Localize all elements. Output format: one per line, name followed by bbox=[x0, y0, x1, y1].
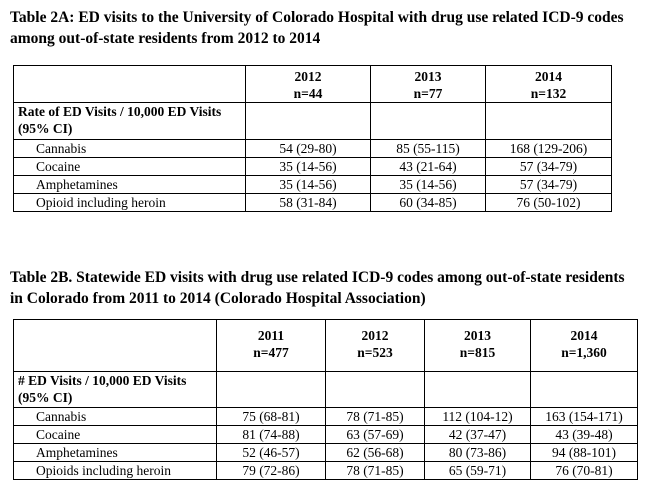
table-cell: 112 (104-12) bbox=[424, 407, 531, 426]
table-cell: 78 (71-85) bbox=[325, 407, 425, 426]
row-label: Opioid including heroin bbox=[13, 193, 246, 212]
empty-cell bbox=[325, 371, 425, 408]
table-cell: 58 (31-84) bbox=[245, 193, 371, 212]
table-cell: 76 (70-81) bbox=[530, 461, 638, 480]
table-cell: 43 (39-48) bbox=[530, 425, 638, 444]
table-cell: 57 (34-79) bbox=[485, 157, 612, 176]
row-label: Amphetamines bbox=[13, 175, 246, 194]
table-cell: 54 (29-80) bbox=[245, 139, 371, 158]
header-empty-cell bbox=[13, 319, 217, 372]
header-empty-cell bbox=[13, 65, 246, 103]
table-row: Amphetamines 35 (14-56) 35 (14-56) 57 (3… bbox=[13, 175, 612, 194]
table-cell: 163 (154-171) bbox=[530, 407, 638, 426]
empty-cell bbox=[485, 102, 612, 140]
table-row: Opioid including heroin 58 (31-84) 60 (3… bbox=[13, 193, 612, 212]
row-label: Cannabis bbox=[13, 139, 246, 158]
table-cell: 57 (34-79) bbox=[485, 175, 612, 194]
table-cell: 75 (68-81) bbox=[216, 407, 326, 426]
table-cell: 168 (129-206) bbox=[485, 139, 612, 158]
section-row: Rate of ED Visits / 10,000 ED Visits (95… bbox=[13, 102, 612, 140]
row-label: Opioids including heroin bbox=[13, 461, 217, 480]
column-header: 2011 n=477 bbox=[216, 319, 326, 372]
column-header: 2012 n=44 bbox=[245, 65, 371, 103]
table-2b: 2011 n=477 2012 n=523 2013 n=815 2014 n=1,36… bbox=[13, 319, 638, 480]
table-cell: 35 (14-56) bbox=[370, 175, 486, 194]
row-label: Cannabis bbox=[13, 407, 217, 426]
row-label: Cocaine bbox=[13, 157, 246, 176]
row-label: Cocaine bbox=[13, 425, 217, 444]
table-2a: 2012 n=44 2013 n=77 2014 n=132 Rate of ED V… bbox=[13, 65, 612, 212]
section-label: Rate of ED Visits / 10,000 ED Visits (95… bbox=[13, 102, 246, 140]
table-cell: 35 (14-56) bbox=[245, 157, 371, 176]
table-cell: 62 (56-68) bbox=[325, 443, 425, 462]
section-label: # ED Visits / 10,000 ED Visits (95% CI) bbox=[13, 371, 217, 408]
column-header: 2013 n=77 bbox=[370, 65, 486, 103]
table-cell: 81 (74-88) bbox=[216, 425, 326, 444]
column-header: 2013 n=815 bbox=[424, 319, 531, 372]
empty-cell bbox=[424, 371, 531, 408]
row-label: Amphetamines bbox=[13, 443, 217, 462]
table-cell: 65 (59-71) bbox=[424, 461, 531, 480]
table-header-row: 2011 n=477 2012 n=523 2013 n=815 2014 n=1,36… bbox=[13, 319, 638, 372]
table-cell: 85 (55-115) bbox=[370, 139, 486, 158]
table-row: Cannabis 75 (68-81) 78 (71-85) 112 (104-… bbox=[13, 407, 638, 426]
column-header: 2012 n=523 bbox=[325, 319, 425, 372]
empty-cell bbox=[370, 102, 486, 140]
column-header: 2014 n=1,360 bbox=[530, 319, 638, 372]
table-cell: 35 (14-56) bbox=[245, 175, 371, 194]
section-row: # ED Visits / 10,000 ED Visits (95% CI) bbox=[13, 371, 638, 408]
table-2b-caption: Table 2B. Statewide ED visits with drug … bbox=[10, 269, 625, 307]
table-cell: 42 (37-47) bbox=[424, 425, 531, 444]
table-cell: 80 (73-86) bbox=[424, 443, 531, 462]
empty-cell bbox=[530, 371, 638, 408]
table-cell: 79 (72-86) bbox=[216, 461, 326, 480]
table-cell: 94 (88-101) bbox=[530, 443, 638, 462]
table-cell: 60 (34-85) bbox=[370, 193, 486, 212]
table-2a-caption: Table 2A: ED visits to the University of… bbox=[10, 9, 624, 47]
column-header: 2014 n=132 bbox=[485, 65, 612, 103]
table-header-row: 2012 n=44 2013 n=77 2014 n=132 bbox=[13, 65, 612, 103]
table-cell: 78 (71-85) bbox=[325, 461, 425, 480]
table-cell: 76 (50-102) bbox=[485, 193, 612, 212]
table-cell: 52 (46-57) bbox=[216, 443, 326, 462]
table-cell: 63 (57-69) bbox=[325, 425, 425, 444]
empty-cell bbox=[216, 371, 326, 408]
empty-cell bbox=[245, 102, 371, 140]
table-row: Opioids including heroin 79 (72-86) 78 (… bbox=[13, 461, 638, 480]
table-row: Cocaine 81 (74-88) 63 (57-69) 42 (37-47)… bbox=[13, 425, 638, 444]
table-cell: 43 (21-64) bbox=[370, 157, 486, 176]
table-row: Cocaine 35 (14-56) 43 (21-64) 57 (34-79) bbox=[13, 157, 612, 176]
table-row: Cannabis 54 (29-80) 85 (55-115) 168 (129… bbox=[13, 139, 612, 158]
table-row: Amphetamines 52 (46-57) 62 (56-68) 80 (7… bbox=[13, 443, 638, 462]
